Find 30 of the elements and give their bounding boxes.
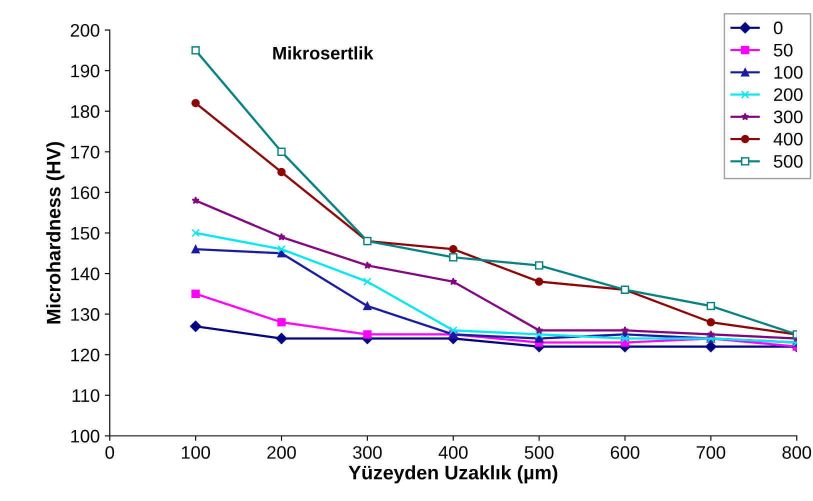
x-tick-label: 500 <box>524 446 554 459</box>
x-tick-label: 600 <box>610 446 640 459</box>
y-tick-label: 160 <box>71 186 100 200</box>
x-tick-label: 200 <box>267 446 296 459</box>
legend-label: 100 <box>774 66 803 79</box>
legend-label: 50 <box>774 44 793 57</box>
y-tick-label: 190 <box>71 64 100 78</box>
y-tick-label: 100 <box>71 430 100 443</box>
y-axis-title: Microhardness (HV) <box>46 142 64 324</box>
legend-label: 300 <box>774 110 803 124</box>
y-tick-label: 170 <box>71 146 100 159</box>
y-tick-label: 120 <box>71 348 100 362</box>
legend-label: 500 <box>774 155 803 168</box>
y-tick-label: 150 <box>71 226 100 240</box>
y-tick-label: 110 <box>72 389 100 402</box>
y-tick-label: 130 <box>71 308 100 321</box>
y-tick-label: 140 <box>71 267 100 280</box>
x-tick-label: 700 <box>696 446 726 459</box>
legend-label: 400 <box>774 132 803 146</box>
legend-label: 200 <box>774 88 803 102</box>
text: Mikrosertlik <box>273 46 374 60</box>
x-tick-label: 0 <box>105 446 114 459</box>
x-tick-label: 400 <box>438 446 468 459</box>
x-tick-label: 100 <box>182 446 210 459</box>
y-tick-label: 180 <box>71 105 100 118</box>
legend-label: 0 <box>774 22 782 34</box>
x-tick-label: 800 <box>782 446 812 459</box>
x-tick-label: 300 <box>353 446 382 459</box>
x-axis-title: Yüzeyden Uzaklık (µm) <box>348 465 558 484</box>
y-tick-label: 200 <box>70 24 100 37</box>
